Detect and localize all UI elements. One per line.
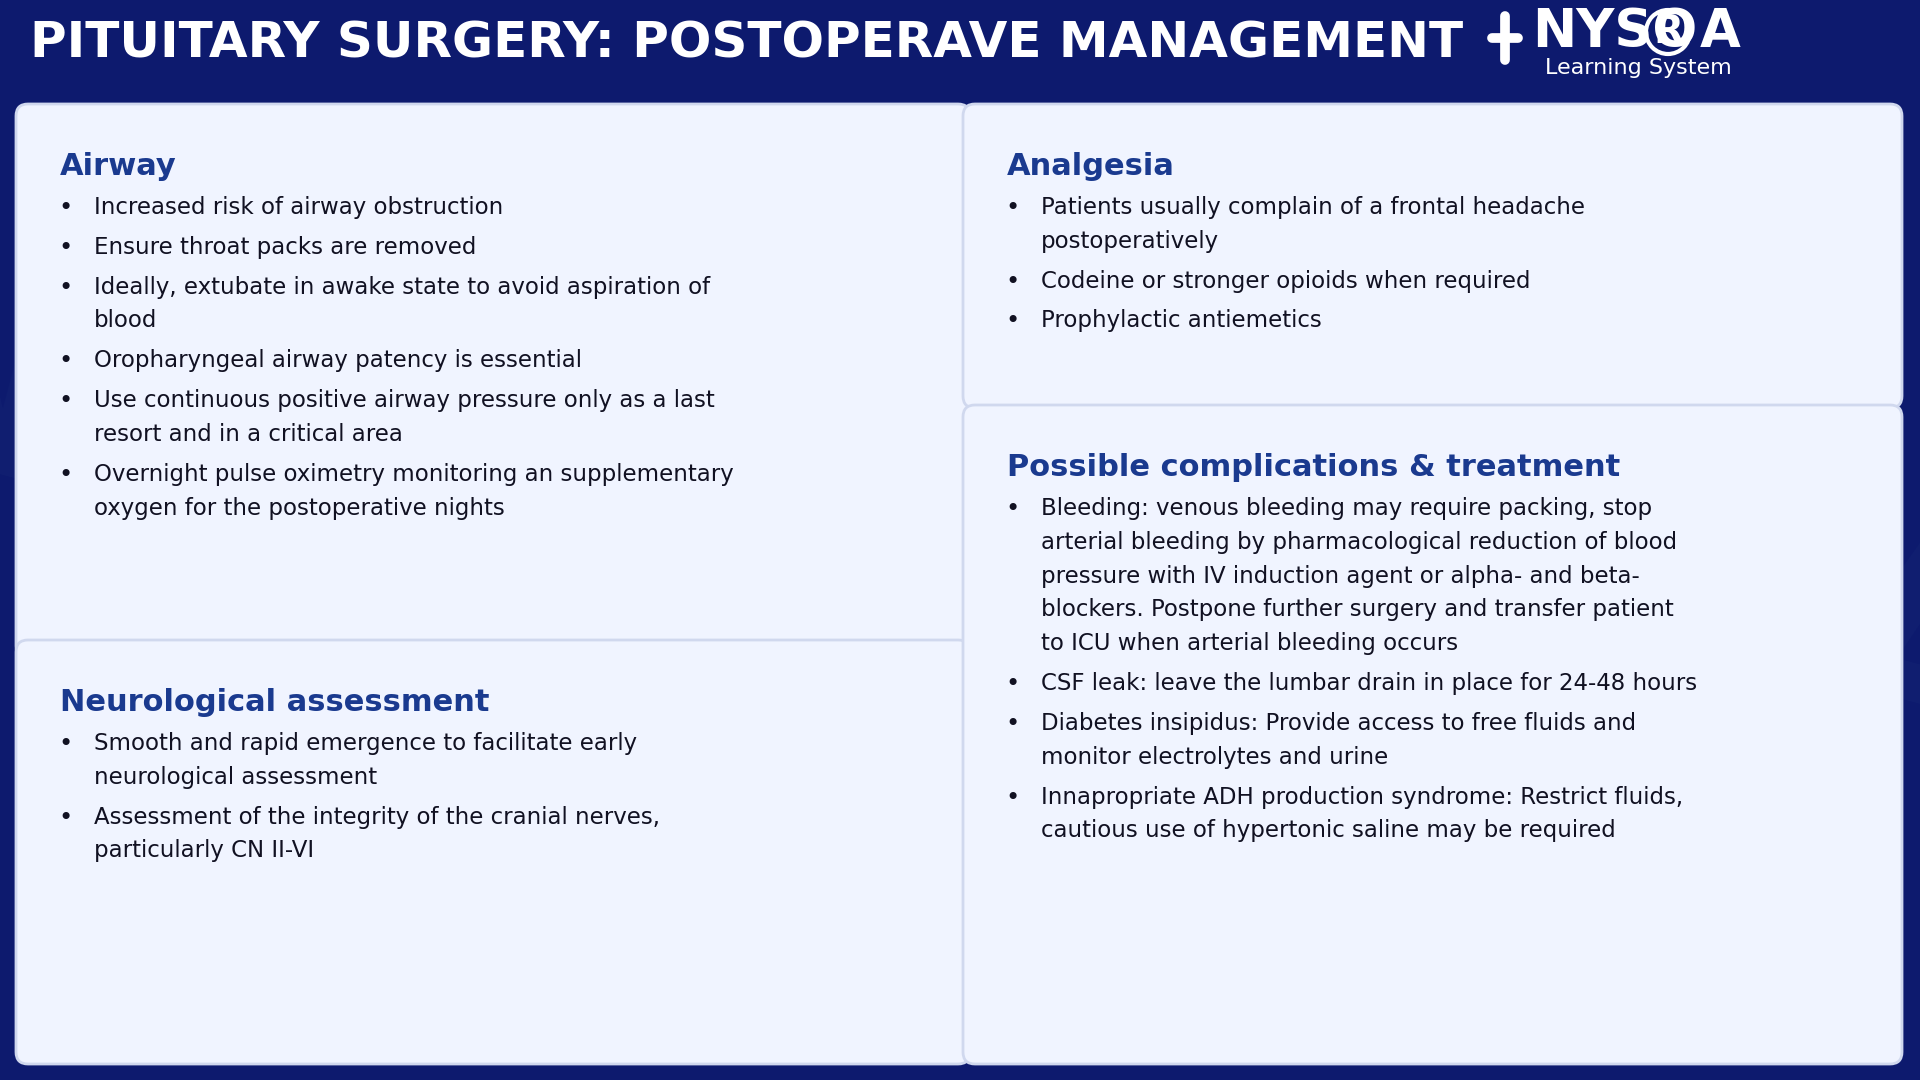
Text: •: •	[58, 349, 73, 374]
Text: •: •	[1004, 270, 1020, 294]
Text: •: •	[58, 806, 73, 829]
Text: A: A	[1699, 6, 1741, 58]
Text: Learning System: Learning System	[1546, 58, 1732, 78]
Text: Innapropriate ADH production syndrome: Restrict fluids,: Innapropriate ADH production syndrome: R…	[1041, 785, 1684, 809]
FancyBboxPatch shape	[0, 0, 1920, 87]
Text: NYSORA: NYSORA	[0, 231, 1142, 828]
Text: Ensure throat packs are removed: Ensure throat packs are removed	[94, 235, 476, 259]
Text: •: •	[1004, 785, 1020, 810]
Text: PITUITARY SURGERY: POSTOPERAVE MANAGEMENT: PITUITARY SURGERY: POSTOPERAVE MANAGEMEN…	[31, 21, 1463, 68]
Text: •: •	[1004, 195, 1020, 220]
Text: Overnight pulse oximetry monitoring an supplementary: Overnight pulse oximetry monitoring an s…	[94, 462, 733, 486]
Text: particularly CN II-VI: particularly CN II-VI	[94, 839, 315, 863]
Text: resort and in a critical area: resort and in a critical area	[94, 423, 403, 446]
Text: •: •	[58, 732, 73, 756]
Text: blood: blood	[94, 310, 157, 333]
Text: •: •	[58, 389, 73, 414]
Text: blockers. Postpone further surgery and transfer patient: blockers. Postpone further surgery and t…	[1041, 598, 1674, 621]
Text: Codeine or stronger opioids when required: Codeine or stronger opioids when require…	[1041, 270, 1530, 293]
Text: CSF leak: leave the lumbar drain in place for 24-48 hours: CSF leak: leave the lumbar drain in plac…	[1041, 672, 1697, 696]
Text: Assessment of the integrity of the cranial nerves,: Assessment of the integrity of the crani…	[94, 806, 660, 828]
Text: Use continuous positive airway pressure only as a last: Use continuous positive airway pressure …	[94, 389, 714, 413]
Text: •: •	[1004, 712, 1020, 735]
FancyBboxPatch shape	[964, 405, 1903, 1064]
Text: Neurological assessment: Neurological assessment	[60, 688, 490, 717]
FancyBboxPatch shape	[15, 104, 970, 658]
Text: •: •	[58, 195, 73, 220]
Text: •: •	[58, 235, 73, 260]
FancyBboxPatch shape	[964, 104, 1903, 408]
Text: postoperatively: postoperatively	[1041, 230, 1219, 253]
Text: •: •	[1004, 310, 1020, 334]
Text: Oropharyngeal airway patency is essential: Oropharyngeal airway patency is essentia…	[94, 349, 582, 373]
Text: arterial bleeding by pharmacological reduction of blood: arterial bleeding by pharmacological red…	[1041, 531, 1678, 554]
Text: Diabetes insipidus: Provide access to free fluids and: Diabetes insipidus: Provide access to fr…	[1041, 712, 1636, 735]
Text: NYSORA: NYSORA	[737, 231, 1920, 828]
Text: oxygen for the postoperative nights: oxygen for the postoperative nights	[94, 497, 505, 519]
Text: Prophylactic antiemetics: Prophylactic antiemetics	[1041, 310, 1321, 333]
FancyBboxPatch shape	[15, 640, 970, 1064]
Text: cautious use of hypertonic saline may be required: cautious use of hypertonic saline may be…	[1041, 820, 1617, 842]
Text: pressure with IV induction agent or alpha- and beta-: pressure with IV induction agent or alph…	[1041, 565, 1640, 588]
Text: Analgesia: Analgesia	[1006, 152, 1175, 181]
Text: to ICU when arterial bleeding occurs: to ICU when arterial bleeding occurs	[1041, 632, 1457, 656]
Text: •: •	[58, 462, 73, 487]
Text: Smooth and rapid emergence to facilitate early: Smooth and rapid emergence to facilitate…	[94, 732, 637, 755]
Text: R: R	[1653, 13, 1684, 51]
Text: Possible complications & treatment: Possible complications & treatment	[1006, 453, 1620, 482]
Text: •: •	[1004, 497, 1020, 521]
Text: •: •	[58, 275, 73, 299]
Text: Increased risk of airway obstruction: Increased risk of airway obstruction	[94, 195, 503, 219]
Text: NYSO: NYSO	[1532, 6, 1697, 58]
Text: •: •	[1004, 672, 1020, 697]
Text: Ideally, extubate in awake state to avoid aspiration of: Ideally, extubate in awake state to avoi…	[94, 275, 710, 299]
Text: monitor electrolytes and urine: monitor electrolytes and urine	[1041, 746, 1388, 769]
Text: Airway: Airway	[60, 152, 177, 181]
Text: Bleeding: venous bleeding may require packing, stop: Bleeding: venous bleeding may require pa…	[1041, 497, 1651, 519]
Text: neurological assessment: neurological assessment	[94, 766, 376, 788]
Text: Patients usually complain of a frontal headache: Patients usually complain of a frontal h…	[1041, 195, 1586, 219]
